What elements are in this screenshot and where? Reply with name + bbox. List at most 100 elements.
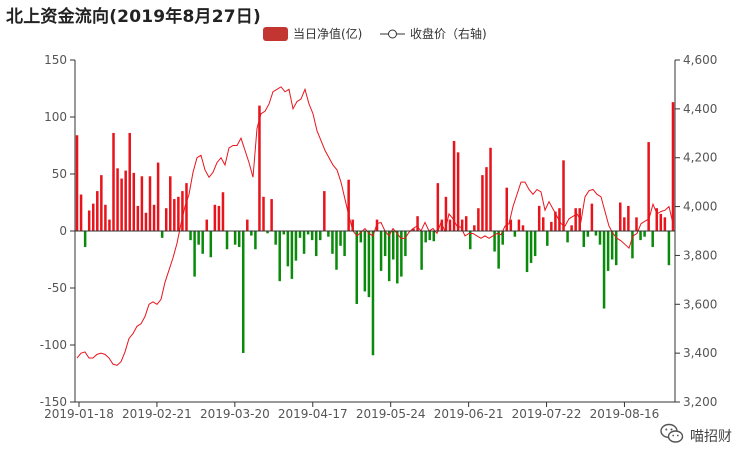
bar [452, 140, 456, 231]
watermark: 喵招财 [660, 423, 732, 449]
x-tick-label: 2019-08-16 [590, 407, 660, 421]
bar [493, 231, 496, 252]
bar [550, 221, 553, 231]
bar [160, 231, 164, 238]
bar [306, 231, 310, 235]
bar [363, 231, 367, 292]
legend-bar-swatch [263, 27, 288, 41]
bar [217, 205, 221, 231]
bar [96, 191, 99, 231]
bar [420, 231, 423, 270]
bar [667, 231, 671, 266]
y-right-tick-label: 3,600 [683, 297, 717, 311]
bar [347, 179, 350, 231]
bar [651, 231, 654, 247]
bar [262, 196, 265, 231]
bar [558, 208, 561, 231]
y-left-tick-label: -50 [47, 281, 67, 295]
bar [270, 199, 273, 231]
y-left-tick-label: -100 [40, 338, 67, 352]
bar [302, 231, 306, 254]
bar [152, 204, 156, 231]
bar [444, 196, 448, 231]
y-left-tick-label: 100 [44, 110, 67, 124]
bar [116, 168, 119, 231]
bar [546, 231, 549, 246]
y-right-tick-label: 3,800 [683, 248, 717, 262]
bar [205, 219, 209, 231]
bar [525, 231, 529, 273]
bar [294, 231, 298, 261]
bar [639, 231, 642, 241]
bar [481, 175, 484, 231]
axes: 150 100 50 0 -50 -100 -150 4,600 4,400 4,200 4,000… [40, 53, 718, 421]
bar [412, 228, 415, 231]
y-right-tick-label: 3,200 [683, 395, 717, 409]
y-right-tick-label: 4,000 [683, 200, 717, 214]
x-tick-label: 2019-07-22 [512, 407, 582, 421]
bar [213, 204, 217, 231]
bar [351, 219, 354, 231]
bar [554, 211, 557, 231]
bar [136, 205, 140, 231]
bar [529, 231, 533, 263]
bar [128, 132, 131, 231]
bar [521, 225, 525, 231]
bar [266, 231, 269, 234]
bar [432, 231, 436, 242]
bar [286, 231, 290, 267]
bar [602, 231, 606, 309]
bar [173, 199, 176, 231]
bar [120, 178, 123, 231]
bar [140, 176, 144, 231]
bar [343, 231, 346, 257]
bar [290, 231, 294, 279]
bar [469, 231, 472, 250]
bar [254, 231, 257, 250]
bar [614, 231, 618, 266]
bar [663, 217, 667, 231]
y-right-tick-label: 3,400 [683, 346, 717, 360]
bar [566, 231, 569, 243]
x-tick-label: 2019-03-20 [200, 407, 270, 421]
bar [164, 208, 168, 231]
bar [606, 231, 610, 271]
bar [233, 231, 237, 245]
bar [156, 162, 160, 231]
bar [574, 208, 577, 231]
bar [91, 203, 95, 231]
x-tick-label: 2019-01-18 [44, 407, 114, 421]
bar [298, 231, 302, 238]
price-line-series [76, 86, 674, 366]
bar [367, 231, 371, 298]
bar-series [75, 102, 675, 356]
legend-line-label: 收盘价（右轴) [410, 26, 487, 41]
wechat-icon [660, 423, 684, 449]
x-tick-label: 2019-05-24 [356, 407, 426, 421]
bar [387, 231, 391, 282]
y-right-tick-label: 4,600 [683, 53, 717, 67]
bar [258, 105, 261, 231]
bar [396, 231, 399, 284]
bar [655, 208, 659, 231]
bar [509, 219, 513, 231]
bar [659, 213, 663, 231]
bar [319, 231, 322, 241]
bar [237, 231, 241, 247]
bar [250, 231, 253, 236]
bar [225, 231, 229, 250]
bar [473, 225, 476, 231]
bar [100, 175, 103, 231]
bar [570, 225, 573, 231]
bar [505, 187, 509, 231]
legend-bar-label: 当日净值(亿) [293, 26, 362, 41]
bar [201, 231, 204, 254]
bar [513, 231, 517, 237]
bar [246, 219, 249, 231]
price-line [76, 86, 674, 366]
bar [193, 231, 196, 277]
x-tick-label: 2019-04-17 [278, 407, 348, 421]
bar [209, 231, 213, 258]
bar [477, 208, 480, 231]
bar [185, 183, 188, 231]
